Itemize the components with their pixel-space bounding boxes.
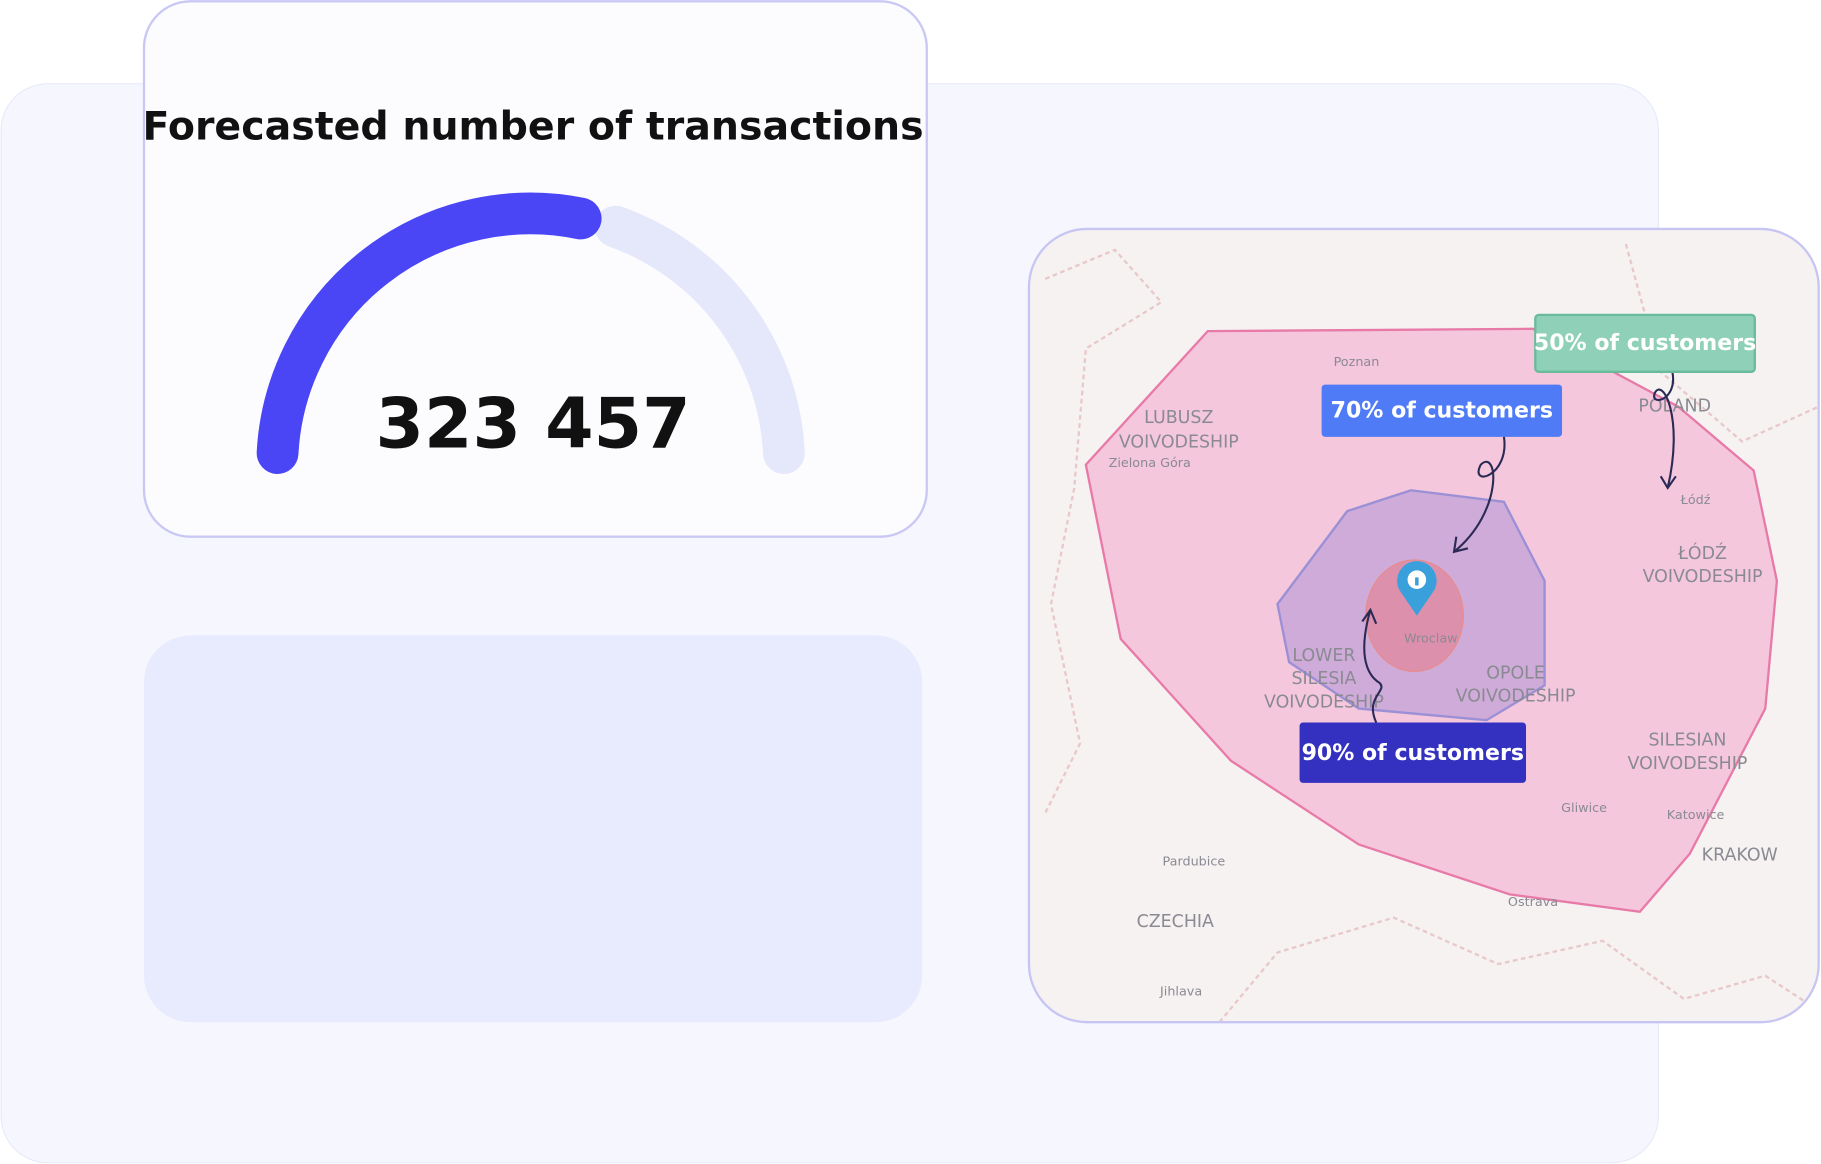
text-line: LUBUSZ [1144,408,1213,428]
zone-50 [1084,327,1779,914]
place: Pardubice [1163,854,1226,869]
placeholder-card [144,635,923,1023]
arrows [1361,371,1677,723]
callout-70 [1321,384,1563,437]
place-labels: Poznan LUBUSZ VOIVODESHIP Zielona Góra PO… [1109,355,1778,999]
callout-50 [1534,313,1756,373]
text-line: SILESIA [1291,669,1356,689]
text-line: VOIVODESHIP [1627,754,1747,774]
place: ŁÓDŹ VOIVODESHIP [1643,542,1763,587]
place: Katowice [1667,808,1725,823]
text-line: Łódź [1680,493,1711,508]
place: KRAKOW [1702,846,1778,866]
place: SILESIAN VOIVODESHIP [1627,731,1747,774]
gauge-title: Forecasted number of transactions [142,104,923,150]
gauge-value: 323 457 [375,383,690,464]
text-line: ŁÓDŹ [1677,542,1727,564]
text-line: VOIVODESHIP [1643,567,1763,587]
callout-label: 90% of customers [1302,741,1524,766]
map: Poznan LUBUSZ VOIVODESHIP Zielona Góra PO… [1044,243,1819,1023]
gauge-card [142,0,928,538]
text-line: LOWER [1292,646,1355,666]
place: Wroclaw [1404,631,1458,646]
place: LUBUSZ VOIVODESHIP [1119,408,1239,452]
text-line: KRAKOW [1702,846,1778,866]
place: LOWER SILESIA VOIVODESHIP [1264,646,1384,712]
text-line: Katowice [1667,808,1725,823]
place: Ostrava [1508,895,1558,910]
gauge-track [594,205,805,474]
map-card-border [1027,227,1820,1024]
text-line: Pardubice [1163,854,1226,869]
text-line: Zielona Góra [1109,456,1191,471]
text-line: CZECHIA [1137,912,1214,932]
callout-90 [1299,722,1527,783]
text-line: Poznan [1334,355,1380,370]
text-line: VOIVODESHIP [1264,692,1384,712]
text-line: OPOLE [1486,663,1545,683]
place: Zielona Góra [1109,456,1191,471]
place: CZECHIA [1137,912,1214,932]
text-line: Wroclaw [1404,631,1458,646]
place: POLAND [1638,396,1711,416]
callout-label: 50% of customers [1534,331,1756,356]
callout-label: 70% of customers [1331,398,1553,423]
place: Łódź [1680,493,1711,508]
border-lines [1044,243,1819,1023]
text-line: VOIVODESHIP [1456,687,1576,707]
text-line: Ostrava [1508,895,1558,910]
text-line: SILESIAN [1648,731,1726,751]
text-line: Jihlava [1159,984,1202,999]
pin [1397,561,1437,616]
place: Gliwice [1561,801,1607,816]
gauge-fill [256,192,602,474]
text-line: VOIVODESHIP [1119,432,1239,452]
place: OPOLE VOIVODESHIP [1456,663,1576,706]
map-card [1028,228,1819,1023]
text-line: POLAND [1638,396,1711,416]
place: Jihlava [1159,984,1202,999]
text-line: Gliwice [1561,801,1607,816]
place: Poznan [1334,355,1380,370]
